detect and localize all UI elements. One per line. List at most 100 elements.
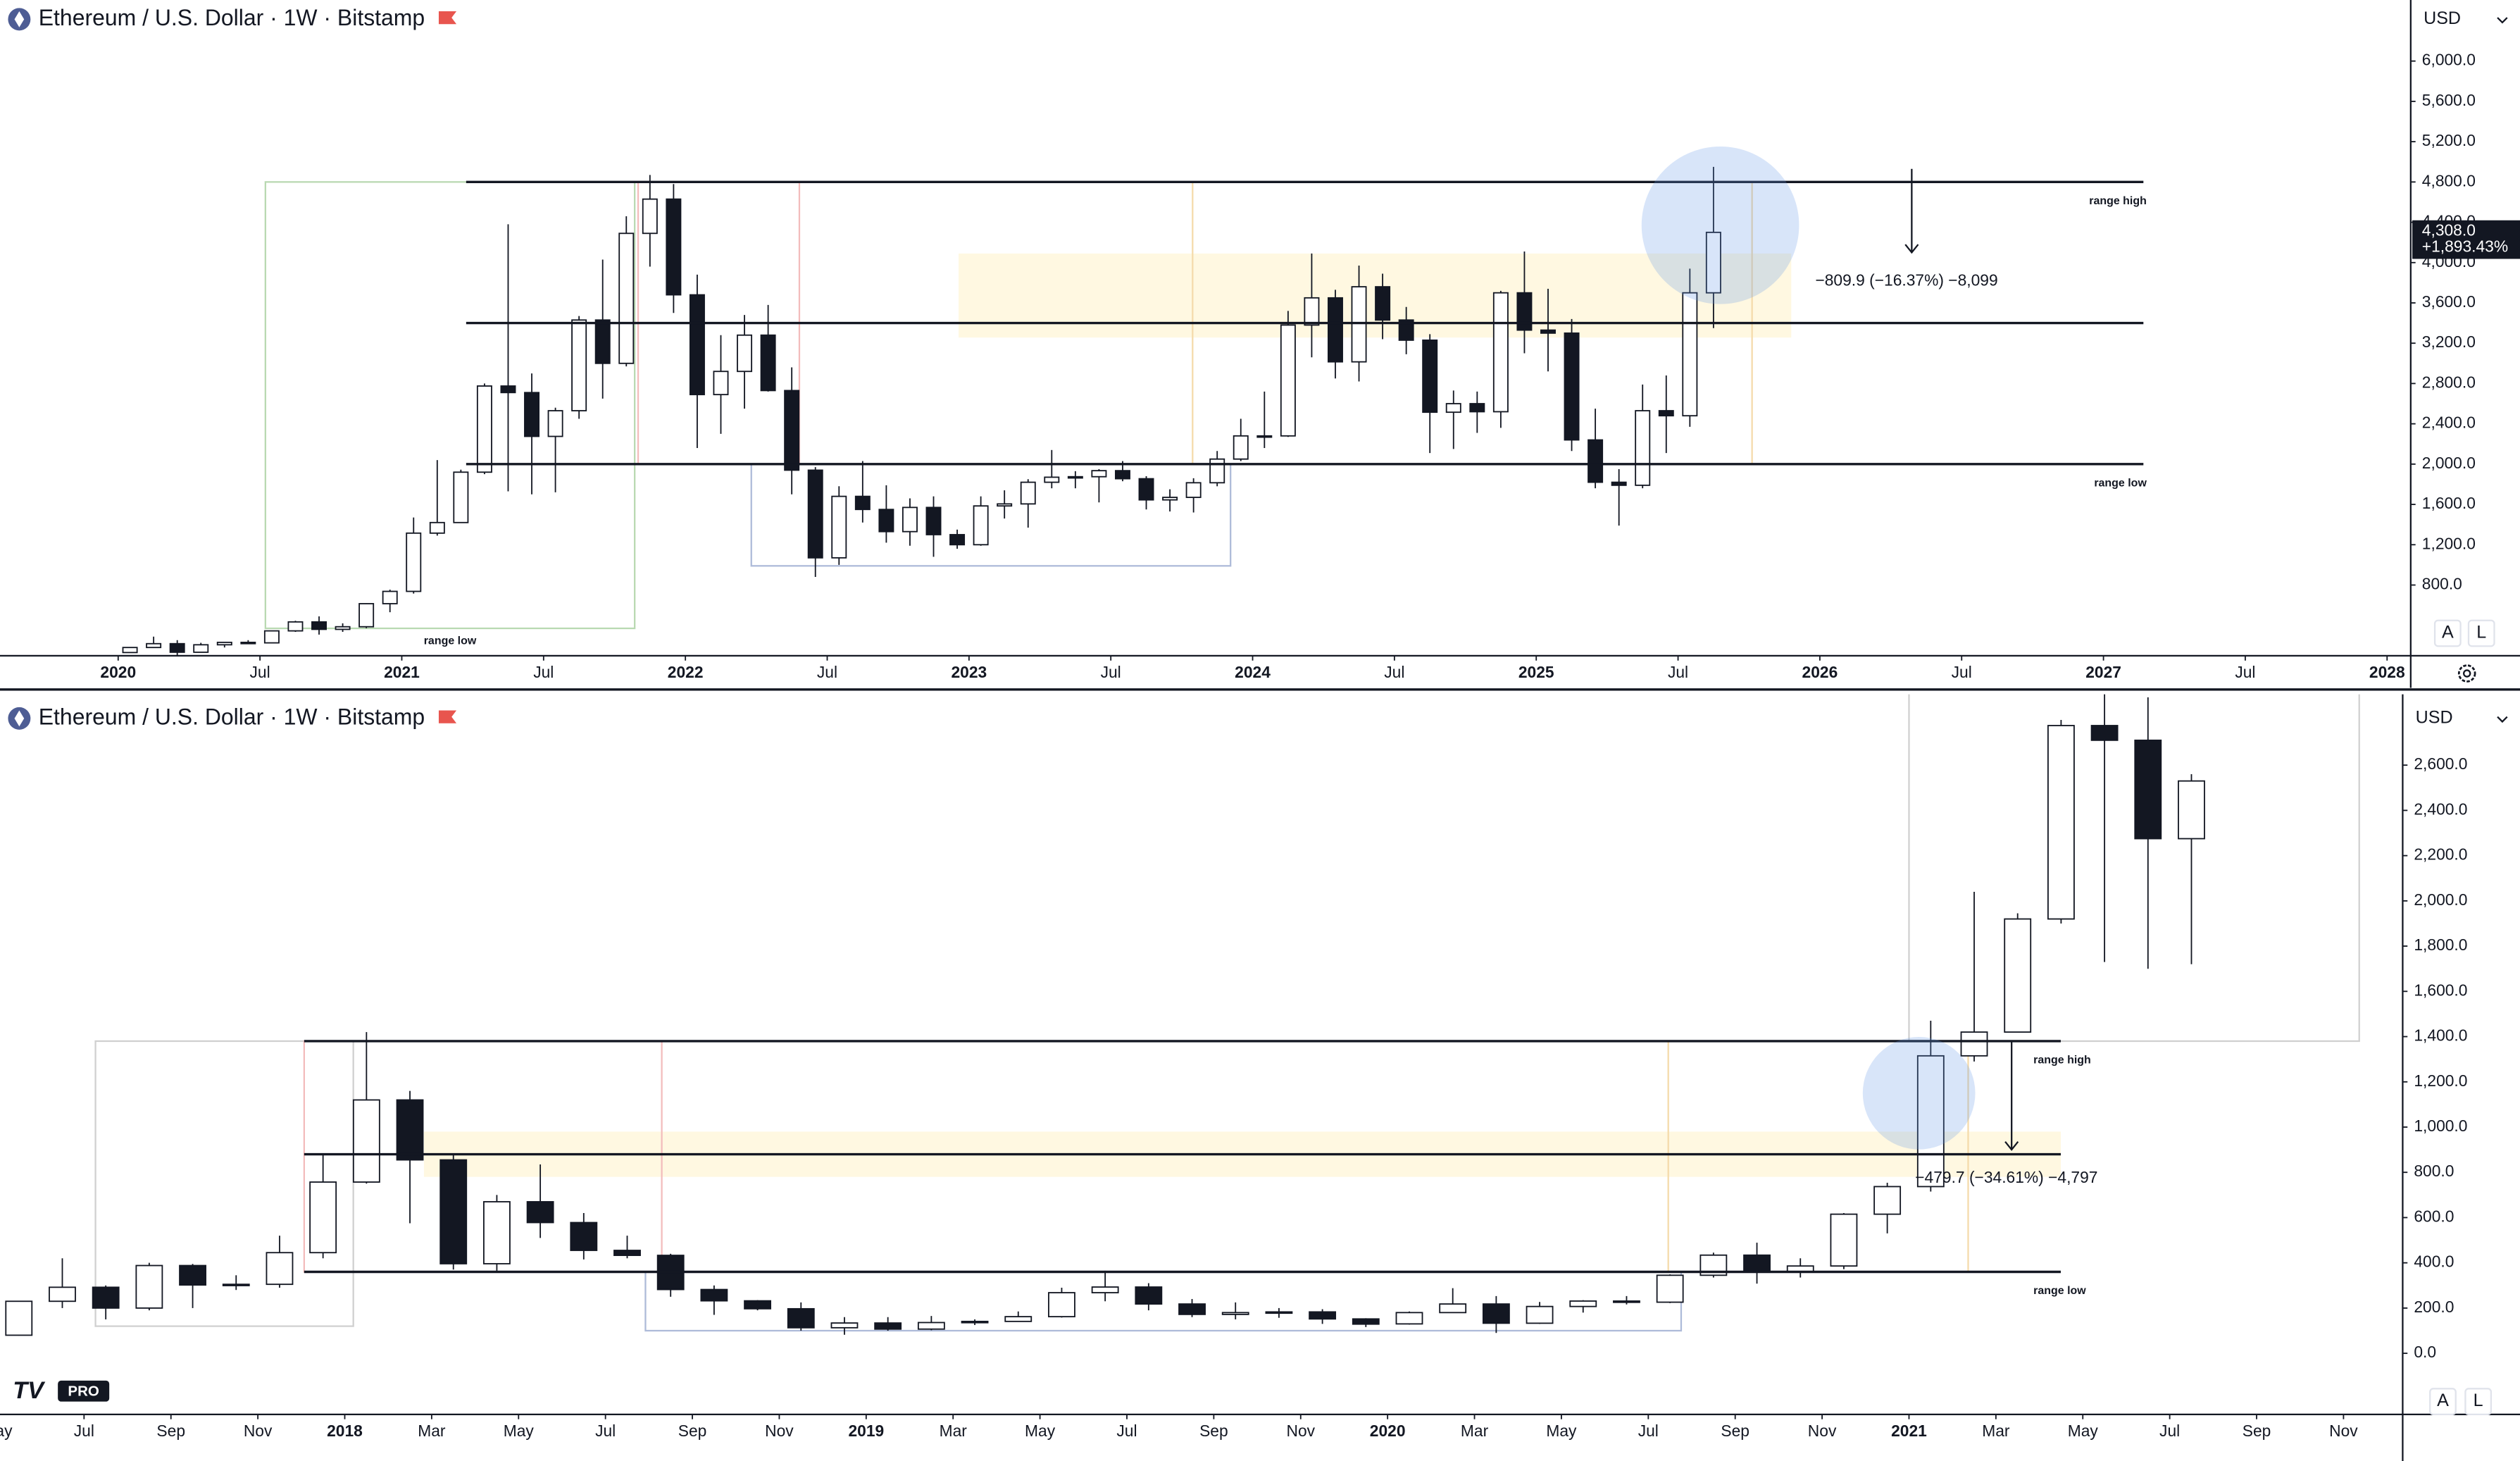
x-tick-label: Jul [1638,1422,1659,1440]
measure-label: −479.7 (−34.61%) −4,797 [1915,1168,2097,1186]
x-tick-label: May [504,1422,535,1440]
candle-body [335,626,351,630]
y-tick-label: 1,200.0 [2414,1071,2467,1090]
x-tick-label: Jul [1668,663,1688,681]
flag-icon[interactable] [438,11,457,25]
x-tick-label: 2027 [2085,663,2121,681]
currency-select[interactable]: USD [2416,708,2453,728]
candle-body [689,294,705,396]
y-tick-label: 1,400.0 [2414,1026,2467,1045]
candle-body [263,630,280,644]
y-tick-label: 2,200.0 [2414,845,2467,864]
y-tick-label: 2,400.0 [2414,800,2467,818]
candle-body [1611,481,1627,486]
settings-button[interactable] [2457,664,2476,683]
x-tick-label: Jul [74,1422,94,1440]
candle-body [222,1283,250,1286]
x-tick-label: Nov [244,1422,273,1440]
plot-area [122,147,2144,656]
y-tick-label: 2,000.0 [2414,890,2467,909]
candle-body [1682,292,1698,417]
candle-body [382,590,398,604]
candle-body [5,1300,33,1336]
x-tick-label: May [0,1422,13,1440]
x-tick-label: Mar [418,1422,446,1440]
y-tick-label: 5,200.0 [2422,131,2476,149]
change-label: +1,893.43% [2422,237,2508,256]
candle-body [1304,297,1320,326]
candle-body [146,642,162,649]
candle-body [309,1181,337,1254]
candle-body [135,1264,163,1309]
y-tick-label: 1,600.0 [2422,494,2476,512]
candle-body [784,390,800,471]
y-tick-label: 3,200.0 [2422,332,2476,351]
highlight-circle [1641,147,1799,304]
candle-body [713,371,729,396]
candle-body [1398,319,1414,341]
x-tick-label: Jul [533,663,554,681]
y-tick-label: 800.0 [2414,1162,2454,1180]
y-tick-label: 3,600.0 [2422,292,2476,311]
flag-icon[interactable] [438,710,457,723]
candle-body [613,1250,641,1256]
candle-body [266,1252,294,1286]
scale-button-label[interactable]: A [2442,623,2454,642]
candle-body [1526,1305,1554,1324]
x-tick-label: 2021 [384,663,420,681]
y-tick-label: 200.0 [2414,1298,2454,1316]
candle-body [429,521,445,534]
y-tick-label: 600.0 [2414,1207,2454,1225]
x-tick-label: Jul [2235,663,2255,681]
x-tick-label: Sep [678,1422,707,1440]
candle-body [1138,478,1154,501]
x-tick-label: Mar [1982,1422,2010,1440]
candle-body [2047,725,2075,920]
currency-select[interactable]: USD [2424,8,2461,28]
candle-body [1309,1311,1337,1320]
candle-body [358,603,375,628]
candle-body [642,198,658,235]
candle-body [122,647,138,654]
scale-button[interactable] [2467,619,2495,647]
symbol-glyph [14,710,25,727]
y-tick-label: 1,200.0 [2422,534,2476,552]
candle-body [1439,1303,1467,1314]
range-label: range high [2089,195,2147,207]
x-tick-label: 2021 [1891,1422,1927,1440]
x-tick-label: Jul [1952,663,1972,681]
logo-text: PRO [68,1383,99,1399]
candle-body [1178,1303,1206,1315]
logo: TV PRO [13,1377,110,1404]
candle-body [311,621,328,630]
scale-button[interactable] [2433,619,2462,647]
candle-body [526,1201,554,1224]
candle-body [854,495,871,511]
x-tick-label: 2020 [100,663,136,681]
logo-mark: TV [13,1377,46,1404]
x-tick-label: May [2068,1422,2099,1440]
scale-button-label[interactable]: L [2476,623,2486,642]
candle-body [1048,1292,1075,1318]
header-bg [0,702,466,735]
candle-body [483,1201,511,1264]
scale-button-label[interactable]: L [2474,1391,2483,1410]
candle-body [1067,475,1083,479]
scale-button-label[interactable]: A [2437,1391,2449,1410]
candle-body [193,644,209,653]
candle-body [807,469,823,559]
candle-body [524,392,540,437]
plot-area [5,694,2360,1336]
x-tick-label: Jul [595,1422,616,1440]
x-tick-label: Jul [1116,1422,1137,1440]
x-tick-label: Sep [1721,1422,1749,1440]
candle-body [406,532,422,592]
y-tick-label: 4,800.0 [2422,171,2476,189]
candle-body [1569,1300,1597,1307]
x-tick-label: Jul [817,663,837,681]
x-tick-label: 2022 [668,663,704,681]
candle-body [902,506,918,533]
y-tick-label: 800.0 [2422,575,2462,593]
scale-button[interactable] [2464,1388,2493,1415]
scale-button[interactable] [2429,1388,2457,1415]
